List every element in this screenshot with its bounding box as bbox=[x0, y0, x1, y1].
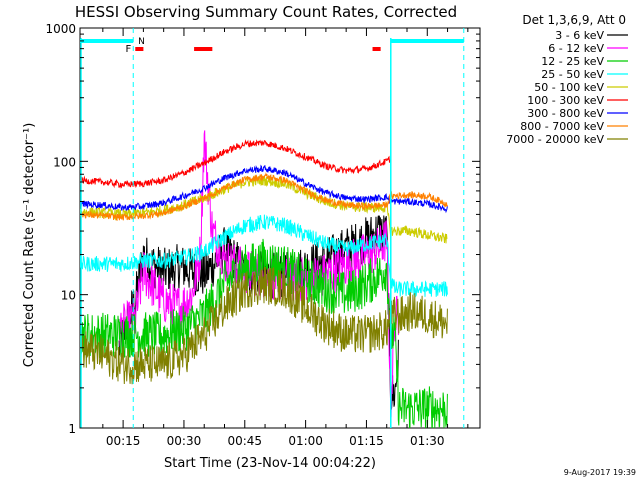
series-layer bbox=[80, 130, 448, 428]
legend-label: 100 - 300 keV bbox=[527, 94, 604, 107]
x-tick-label: 01:30 bbox=[410, 434, 445, 448]
legend-label: 12 - 25 keV bbox=[541, 55, 604, 68]
series-line-8 bbox=[80, 266, 448, 385]
y-tick-label: 1 bbox=[68, 422, 76, 436]
legend-label: 50 - 100 keV bbox=[534, 81, 604, 94]
legend-label: 7000 - 20000 keV bbox=[506, 133, 604, 146]
x-tick-label: 00:30 bbox=[167, 434, 202, 448]
legend-label: 3 - 6 keV bbox=[555, 29, 604, 42]
y-axis-label: Corrected Count Rate (s⁻¹ detector⁻¹) bbox=[22, 123, 37, 368]
x-tick-label: 00:45 bbox=[227, 434, 262, 448]
y-tick-label: 100 bbox=[53, 155, 76, 169]
legend-label: 25 - 50 keV bbox=[541, 68, 604, 81]
x-tick-label: 01:00 bbox=[288, 434, 323, 448]
series-line-5 bbox=[80, 139, 391, 189]
x-tick-label: 01:15 bbox=[349, 434, 384, 448]
x-tick-label: 00:15 bbox=[106, 434, 141, 448]
legend-label: 6 - 12 keV bbox=[548, 42, 604, 55]
plot-border bbox=[79, 27, 481, 429]
series-line-7 bbox=[80, 171, 448, 221]
legend-label: 300 - 800 keV bbox=[527, 107, 604, 120]
axis-layer: 00:15 00:30 00:45 01:00 01:15 01:30 1 10 100 1000 bbox=[45, 22, 480, 448]
x-axis-label: Start Time (23-Nov-14 00:04:22) bbox=[164, 456, 376, 471]
legend-label: 800 - 7000 keV bbox=[520, 120, 604, 133]
chart-title: HESSI Observing Summary Count Rates, Cor… bbox=[75, 3, 457, 21]
annotation-layer: FN bbox=[80, 28, 465, 428]
series-line-6 bbox=[80, 164, 448, 214]
footer-timestamp: 9-Aug-2017 19:39 bbox=[564, 468, 636, 477]
series-line-3 bbox=[80, 214, 448, 298]
flag-letter-n: N bbox=[138, 37, 145, 47]
legend-title: Det 1,3,6,9, Att 0 bbox=[522, 13, 626, 27]
series-group bbox=[80, 130, 448, 428]
y-tick-label: 10 bbox=[61, 289, 76, 303]
series-line-2 bbox=[80, 238, 448, 428]
flag-letter-f: F bbox=[126, 44, 132, 55]
y-tick-label: 1000 bbox=[45, 22, 76, 36]
plot-frame bbox=[79, 27, 481, 429]
